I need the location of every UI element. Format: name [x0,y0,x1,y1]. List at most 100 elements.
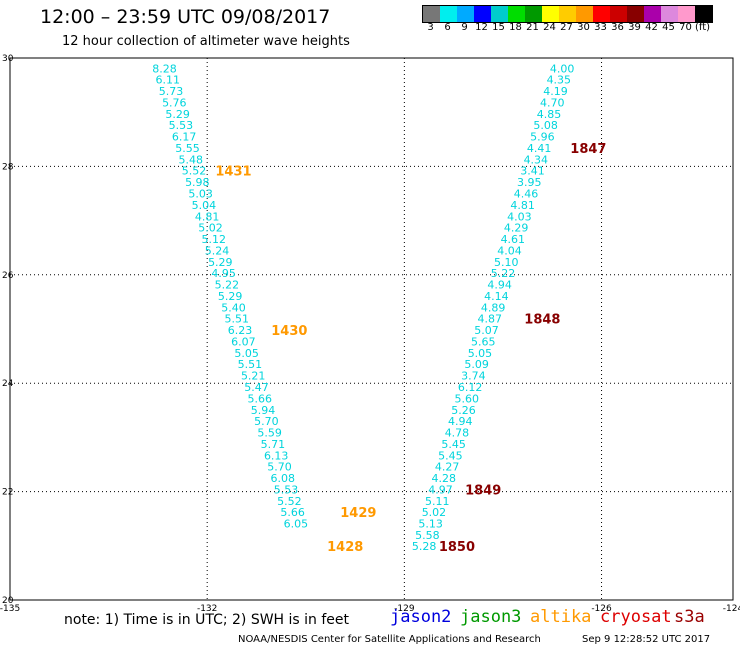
data-point: 6.23 [228,324,253,337]
data-point: 4.28 [432,472,457,485]
data-point: 5.59 [257,427,282,440]
data-point: 5.70 [254,415,279,428]
y-tick-label: 22 [2,488,13,498]
data-point: 5.10 [494,256,519,269]
data-point: 5.66 [280,506,305,519]
data-point: 4.29 [504,222,529,235]
plot-frame [9,57,734,601]
data-point: 3.95 [517,176,542,189]
data-point: 6.12 [458,381,483,394]
data-point: 3.74 [461,370,486,383]
scale-label: 3 [427,22,434,33]
data-point: 4.03 [507,210,532,223]
data-point: 4.70 [540,96,565,109]
chart-subtitle: 12 hour collection of altimeter wave hei… [62,34,350,49]
time-label: 1429 [340,506,376,521]
scale-swatch [559,6,576,22]
scale-label: 6 [444,22,451,33]
data-point: 5.29 [165,108,190,121]
scale-swatch [474,6,491,22]
data-point: 5.60 [455,392,480,405]
data-point: 5.05 [468,347,493,360]
legend-altika: altika [530,607,592,627]
footer-note: note: 1) Time is in UTC; 2) SWH is in fe… [64,612,350,628]
scale-swatch [457,6,474,22]
scale-swatch [627,6,644,22]
credit-line: NOAA/NESDIS Center for Satellite Applica… [238,634,541,645]
data-point: 5.45 [441,438,466,451]
time-label: 1849 [465,483,501,498]
data-point: 5.96 [530,131,555,144]
data-point: 4.41 [527,142,552,155]
data-point: 4.81 [510,199,535,212]
data-point: 5.29 [208,256,233,269]
data-point: 4.35 [547,74,572,87]
data-point: 5.52 [277,495,302,508]
data-point: 5.22 [215,279,240,292]
data-point: 5.12 [202,233,227,246]
data-point: 5.53 [274,483,299,496]
scale-label: 12 [475,22,488,33]
data-point: 4.97 [428,483,453,496]
data-point: 5.02 [422,506,447,519]
scale-swatch [508,6,525,22]
data-point: 5.58 [415,529,440,542]
data-point: 5.73 [159,85,184,98]
data-point: 4.81 [195,210,220,223]
scale-label: 9 [461,22,468,33]
data-point: 5.08 [533,119,558,132]
time-label: 1850 [439,540,475,555]
scale-swatch [491,6,508,22]
y-tick-label: 20 [2,596,14,606]
data-point: 6.08 [271,472,296,485]
data-point: 5.98 [185,176,210,189]
scale-swatch [576,6,593,22]
timestamp: Sep 9 12:28:52 UTC 2017 [582,634,711,645]
scale-swatch [525,6,542,22]
data-point: 4.14 [484,290,509,303]
scale-label: 39 [628,22,641,33]
x-tick-label: -129 [394,604,415,614]
data-point: 5.07 [474,324,499,337]
data-point: 3.41 [520,165,545,178]
chart-title: 12:00 – 23:59 UTC 09/08/2017 [40,6,331,28]
data-point: 5.04 [192,199,217,212]
x-tick-label: -126 [591,604,612,614]
data-point: 5.47 [244,381,269,394]
data-point: 5.05 [234,347,259,360]
scale-swatch [661,6,678,22]
time-label: 1431 [215,165,251,180]
y-tick-label: 26 [2,271,14,281]
data-point: 5.29 [218,290,243,303]
data-point: 4.34 [524,153,549,166]
time-label: 1430 [271,324,307,339]
scale-label: (ft) [694,22,711,33]
scale-swatch [440,6,457,22]
scale-label: 33 [594,22,607,33]
data-point: 6.05 [284,518,309,531]
scale-swatch [644,6,661,22]
data-point: 4.61 [501,233,526,246]
data-point: 4.89 [481,301,506,314]
scale-label: 24 [543,22,556,33]
data-point: 4.85 [537,108,562,121]
data-point: 4.46 [514,188,539,201]
data-point: 5.11 [425,495,450,508]
data-point: 5.48 [179,153,204,166]
data-point: 5.53 [169,119,194,132]
data-point: 6.17 [172,131,197,144]
data-point: 5.28 [412,540,437,553]
scale-label: 45 [662,22,675,33]
legend-jason3: jason3 [460,607,522,627]
data-point: 5.26 [451,404,476,417]
scale-label: 18 [509,22,522,33]
color-scale [422,5,713,23]
legend-s3a: s3a [674,607,705,627]
data-point: 5.76 [162,96,187,109]
scale-label: 15 [492,22,505,33]
data-point: 4.94 [448,415,473,428]
data-point: 4.04 [497,244,522,257]
y-tick-label: 28 [2,162,14,172]
data-point: 6.13 [264,449,289,462]
data-point: 4.00 [550,62,575,75]
